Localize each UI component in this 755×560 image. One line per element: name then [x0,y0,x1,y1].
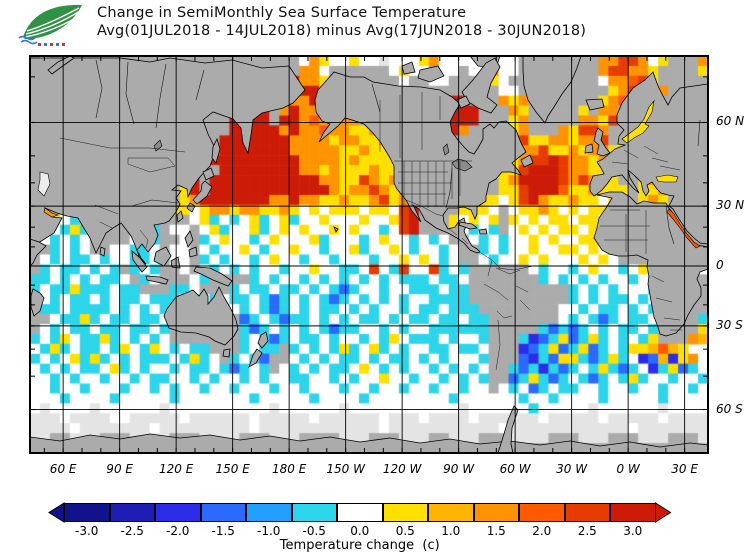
colorbar-segment [473,503,519,522]
colorbar-tick-label: -1.5 [211,524,235,538]
colorbar-segment [519,503,565,522]
lat-label: 30 S [716,317,743,332]
colorbar-segment [200,503,246,522]
colorbar-segment [109,503,155,522]
lon-label: 60 W [499,462,531,476]
lon-label: 150 W [326,462,365,476]
colorbar-segment [382,503,428,522]
lon-label: 60 E [49,462,77,476]
logo-text-marks [38,43,65,46]
colorbar-tick-label: 0.5 [395,524,415,538]
colorbar-segment [564,503,610,522]
colorbar-tick-label: 0.0 [350,524,370,538]
lon-label: 30 E [671,462,698,476]
colorbar-tick-label: -2.5 [120,524,144,538]
lon-label: 120 E [158,462,194,476]
colorbar-segment [291,503,337,522]
lon-label: 30 W [556,462,588,476]
colorbar-tick-label: 2.5 [577,524,597,538]
colorbar-tick-label: -3.0 [75,524,99,538]
lon-label: 90 E [106,462,133,476]
colorbar-segment [155,503,201,522]
page-subtitle: Avg(01JUL2018 - 14JUL2018) minus Avg(17J… [97,23,587,39]
lat-label: 0 [716,258,724,272]
colorbar-segment [64,503,110,522]
lon-label: 120 W [382,462,422,476]
lon-label: 180 E [271,462,307,476]
colorbar-tick-label: -0.5 [302,524,326,538]
agency-logo [18,4,82,46]
colorbar-segment [610,503,656,522]
colorbar-tick-label: -1.0 [257,524,281,538]
colorbar-tick-label: -2.0 [166,524,190,538]
colorbar-segment [246,503,292,522]
colorbar-tick-label: 1.5 [486,524,506,538]
lat-label: 30 N [716,198,745,213]
lat-label: 60 N [716,114,745,129]
page-title: Change in SemiMonthly Sea Surface Temper… [97,5,467,21]
lon-label: 0 W [616,462,640,476]
colorbar-tick-label: 2.0 [532,524,552,538]
anomaly-raster [30,56,708,453]
colorbar-title: Temperature change (c) [279,538,440,553]
lon-label: 90 W [443,462,475,476]
lon-label: 150 E [215,462,250,476]
colorbar-segment [428,503,474,522]
colorbar-tick-label: 1.0 [441,524,461,538]
colorbar-tick-label: 3.0 [623,524,643,538]
lat-label: 60 S [716,401,743,416]
colorbar-segment [337,503,383,522]
